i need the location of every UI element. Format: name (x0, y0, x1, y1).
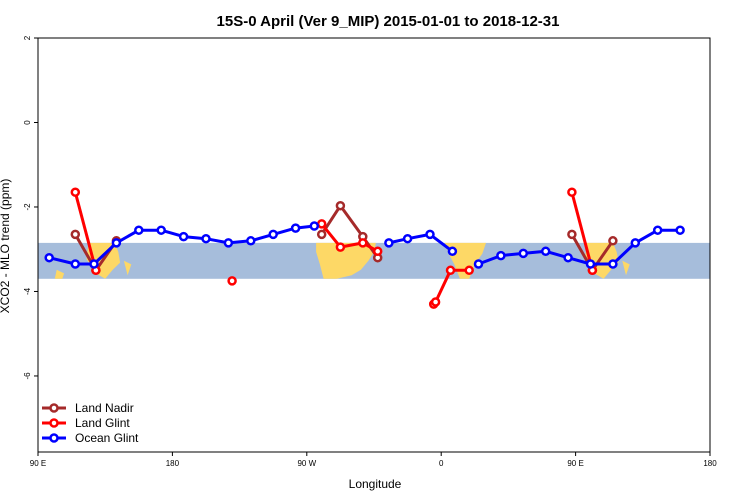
x-axis-label: Longitude (349, 477, 402, 491)
data-point (675, 225, 685, 235)
series-line (388, 232, 454, 253)
data-point (223, 238, 234, 248)
data-point (111, 238, 122, 248)
series-line (570, 191, 594, 271)
data-point (425, 229, 435, 240)
chart-title: 15S-0 April (Ver 9_MIP) 2015-01-01 to 20… (217, 13, 560, 30)
data-point (70, 187, 81, 197)
data-point (445, 265, 456, 276)
plot-frame (37, 37, 711, 453)
data-point (70, 259, 81, 269)
data-point (70, 229, 81, 240)
y-tick-label: 0 (23, 120, 32, 125)
legend-label: Land Nadir (75, 401, 134, 415)
x-tick-label: 90 W (297, 459, 316, 468)
data-point (473, 259, 484, 269)
data-point (563, 252, 573, 263)
data-point (567, 229, 577, 240)
data-point (430, 297, 441, 307)
data-point (316, 219, 327, 229)
x-tick-label: 90 E (30, 459, 46, 468)
data-point (608, 236, 618, 246)
data-point (227, 276, 237, 286)
data-point (316, 229, 327, 240)
data-point (567, 187, 577, 197)
data-point (652, 225, 663, 235)
data-point (608, 259, 618, 269)
y-tick-label: -2 (23, 203, 32, 211)
y-tick-label: 2 (23, 35, 32, 40)
legend-label: Land Glint (75, 416, 130, 430)
data-point (464, 265, 474, 276)
y-tick-label: -6 (23, 372, 32, 380)
data-point (44, 252, 54, 263)
legend-label: Ocean Glint (75, 431, 139, 445)
data-point (178, 231, 189, 242)
x-axis: 90 E 180 90 W 0 90 E 180 (30, 452, 717, 468)
x-tick-label: 90 E (567, 459, 583, 468)
data-point (540, 246, 551, 257)
data-point (358, 238, 368, 248)
series-ocean-glint (44, 221, 685, 269)
x-tick-label: 180 (703, 459, 717, 468)
landmass-islands (622, 260, 630, 276)
landmass-islands (123, 260, 132, 276)
landmass-islands (54, 269, 65, 279)
data-point (246, 236, 256, 246)
data-point (89, 259, 99, 269)
series-land-glint (70, 187, 598, 309)
data-point (335, 200, 346, 211)
x-tick-label: 0 (439, 459, 444, 468)
y-tick-label: -4 (23, 287, 32, 295)
x-tick-label: 180 (166, 459, 180, 468)
data-point (372, 246, 383, 257)
series-layer (44, 187, 685, 309)
legend-marker (49, 433, 59, 443)
data-point (290, 223, 301, 233)
data-point (496, 250, 506, 261)
series-line (73, 191, 98, 271)
data-point (630, 238, 641, 248)
data-point (402, 233, 413, 244)
data-point (447, 246, 458, 257)
legend-marker (49, 403, 59, 413)
data-point (268, 229, 278, 240)
legend-marker (49, 418, 59, 428)
y-axis-label: XCO2 - MLO trend (ppm) (0, 179, 12, 314)
data-point (335, 242, 346, 252)
landmass-south-america (316, 242, 376, 279)
data-point (134, 225, 144, 235)
data-point (309, 221, 320, 231)
y-axis: 2 0 -2 -4 -6 (23, 35, 38, 380)
data-point (384, 238, 394, 248)
series-line (477, 228, 681, 266)
series-line (320, 222, 379, 253)
data-point (156, 225, 166, 235)
data-point (201, 233, 211, 244)
data-point (518, 248, 529, 259)
data-point (585, 259, 596, 269)
